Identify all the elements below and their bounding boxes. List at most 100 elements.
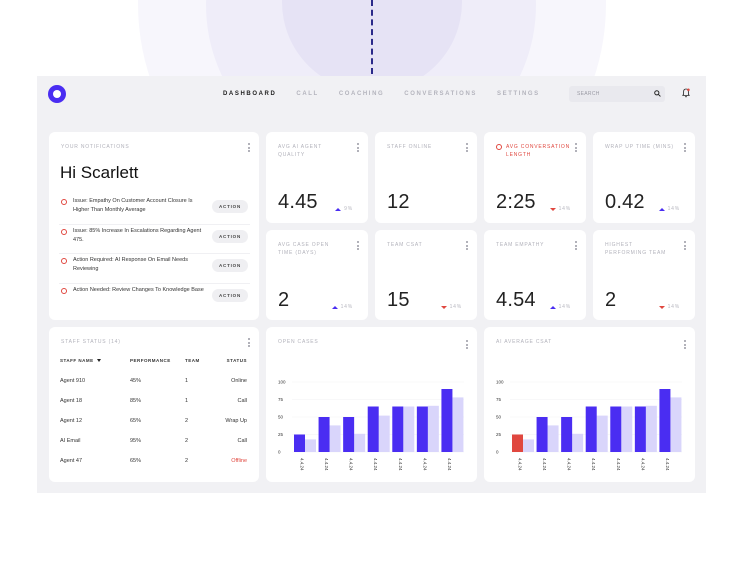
y-tick-label: 25 <box>278 432 284 437</box>
notification-text: Action Needed: Review Changes To Knowled… <box>73 286 204 293</box>
table-row[interactable]: AI Email 95% 2 Call <box>60 438 247 448</box>
nav-dashboard[interactable]: DASHBOARD <box>223 91 277 97</box>
more-icon[interactable] <box>357 143 359 152</box>
sort-staff-name[interactable]: STAFF NAME <box>60 358 101 363</box>
table-header: STAFF NAME PERFORMANCE TEAM STATUS <box>60 358 247 366</box>
table-row[interactable]: Agent 18 85% 1 Call <box>60 398 247 408</box>
notification-text: Issue: 85% Increase In Escalations Regar… <box>73 227 202 243</box>
more-icon[interactable] <box>575 241 577 250</box>
y-tick-label: 75 <box>278 397 284 402</box>
bar-secondary[interactable] <box>378 415 390 452</box>
metric-trend: 14% <box>440 304 462 310</box>
x-tick-label: 4.4.24 <box>447 458 452 471</box>
bar-secondary[interactable] <box>354 433 366 452</box>
bar-primary[interactable] <box>512 434 523 453</box>
bell-icon[interactable] <box>682 88 690 98</box>
bar-primary[interactable] <box>441 389 453 452</box>
metric-title: WRAP UP TIME (MINS) <box>605 144 674 150</box>
bar-secondary[interactable] <box>547 425 559 452</box>
table-row[interactable]: Agent 47 65% 2 Offline <box>60 458 247 468</box>
more-icon[interactable] <box>575 143 577 152</box>
bar-secondary[interactable] <box>523 439 534 452</box>
bar-primary[interactable] <box>416 406 428 453</box>
more-icon[interactable] <box>248 143 250 152</box>
bar-primary[interactable] <box>392 406 404 453</box>
bar-secondary[interactable] <box>305 439 316 452</box>
y-tick-label: 50 <box>278 415 284 420</box>
more-icon[interactable] <box>357 241 359 250</box>
metric-card-wrap-up-time: WRAP UP TIME (MINS) 0.42 14% <box>593 132 695 223</box>
notification-item: Action Required: AI Response On Email Ne… <box>59 254 250 284</box>
more-icon[interactable] <box>248 338 250 347</box>
x-tick-label: 4.4.24 <box>542 458 547 471</box>
metric-title: HIGHEST PERFORMING TEAM <box>605 242 667 256</box>
bar-secondary[interactable] <box>572 433 584 452</box>
y-tick-label: 100 <box>496 380 504 385</box>
more-icon[interactable] <box>466 241 468 250</box>
cell-team: 2 <box>185 418 189 424</box>
bar-secondary[interactable] <box>403 406 415 453</box>
column-header[interactable]: STATUS <box>226 358 247 363</box>
bar-primary[interactable] <box>634 406 646 453</box>
alert-icon <box>61 228 67 235</box>
more-icon[interactable] <box>466 340 468 349</box>
bar-primary[interactable] <box>585 406 597 453</box>
bar-primary[interactable] <box>561 417 573 452</box>
bar-secondary[interactable] <box>329 425 341 452</box>
bar-secondary[interactable] <box>621 406 633 453</box>
metric-title: AVG CASE OPEN TIME (DAYS) <box>278 242 330 256</box>
action-button[interactable]: ACTION <box>212 288 248 302</box>
ai-csat-card: AI AVERAGE CSAT 100 75 50 25 0 4.4.24 4.4.24 4.… <box>484 327 695 482</box>
nav-call[interactable]: CALL <box>296 91 319 97</box>
notification-text: Issue: Empathy On Customer Account Closu… <box>73 198 193 214</box>
search-icon[interactable] <box>654 90 661 97</box>
nav-settings[interactable]: SETTINGS <box>496 91 540 97</box>
ai-csat-chart: 100 75 50 25 0 4.4.24 4.4.24 4.4.24 4.4.24 4.4.24… <box>496 380 682 471</box>
bar-primary[interactable] <box>610 406 622 453</box>
search-placeholder: SEARCH <box>577 91 600 97</box>
action-button[interactable]: ACTION <box>212 259 248 272</box>
open-cases-card: OPEN CASES 100 75 50 25 0 4.4.24 4.4.24 4.4.24 4… <box>266 327 477 482</box>
column-header[interactable]: PERFORMANCE <box>130 358 171 363</box>
action-button[interactable]: ACTION <box>212 229 248 243</box>
bar-secondary[interactable] <box>427 405 439 452</box>
bar-primary[interactable] <box>343 417 355 452</box>
metric-value: 4.45 <box>278 191 318 213</box>
cell-performance: 65% <box>130 458 142 464</box>
logo-icon[interactable] <box>48 85 66 103</box>
cell-name: Agent 18 <box>60 398 83 404</box>
bar-primary[interactable] <box>294 434 305 453</box>
more-icon[interactable] <box>684 143 686 152</box>
x-tick-label: 4.4.24 <box>398 458 403 471</box>
bar-primary[interactable] <box>659 389 671 452</box>
table-row[interactable]: Agent 12 65% 2 Wrap Up <box>60 418 247 428</box>
table-row[interactable]: Agent 910 45% 1 Online <box>60 378 247 388</box>
search-input[interactable]: SEARCH <box>569 86 665 102</box>
more-icon[interactable] <box>684 340 686 349</box>
alert-icon <box>496 144 502 150</box>
metric-value: 4.54 <box>496 289 536 311</box>
cell-performance: 95% <box>130 438 142 444</box>
x-tick-label: 4.4.24 <box>616 458 621 471</box>
metric-trend: 14% <box>549 206 571 212</box>
bar-primary[interactable] <box>536 417 548 452</box>
more-icon[interactable] <box>684 241 686 250</box>
trend-down-icon <box>440 305 447 309</box>
bar-secondary[interactable] <box>452 397 464 452</box>
bar-secondary[interactable] <box>596 415 608 452</box>
trend-up-icon <box>549 305 556 309</box>
y-tick-label: 50 <box>496 415 502 420</box>
trend-value: 14% <box>558 206 571 212</box>
more-icon[interactable] <box>466 143 468 152</box>
bar-primary[interactable] <box>318 417 330 452</box>
nav-coaching[interactable]: COACHING <box>338 91 385 97</box>
nav-conversations[interactable]: CONVERSATIONS <box>404 91 477 97</box>
trend-value: 14% <box>340 304 353 310</box>
column-header[interactable]: TEAM <box>185 358 200 363</box>
metric-value: 2:25 <box>496 191 536 213</box>
bar-primary[interactable] <box>367 406 379 453</box>
bar-secondary[interactable] <box>670 397 682 452</box>
cell-team: 1 <box>185 398 189 404</box>
action-button[interactable]: ACTION <box>212 200 248 213</box>
bar-secondary[interactable] <box>645 405 657 452</box>
